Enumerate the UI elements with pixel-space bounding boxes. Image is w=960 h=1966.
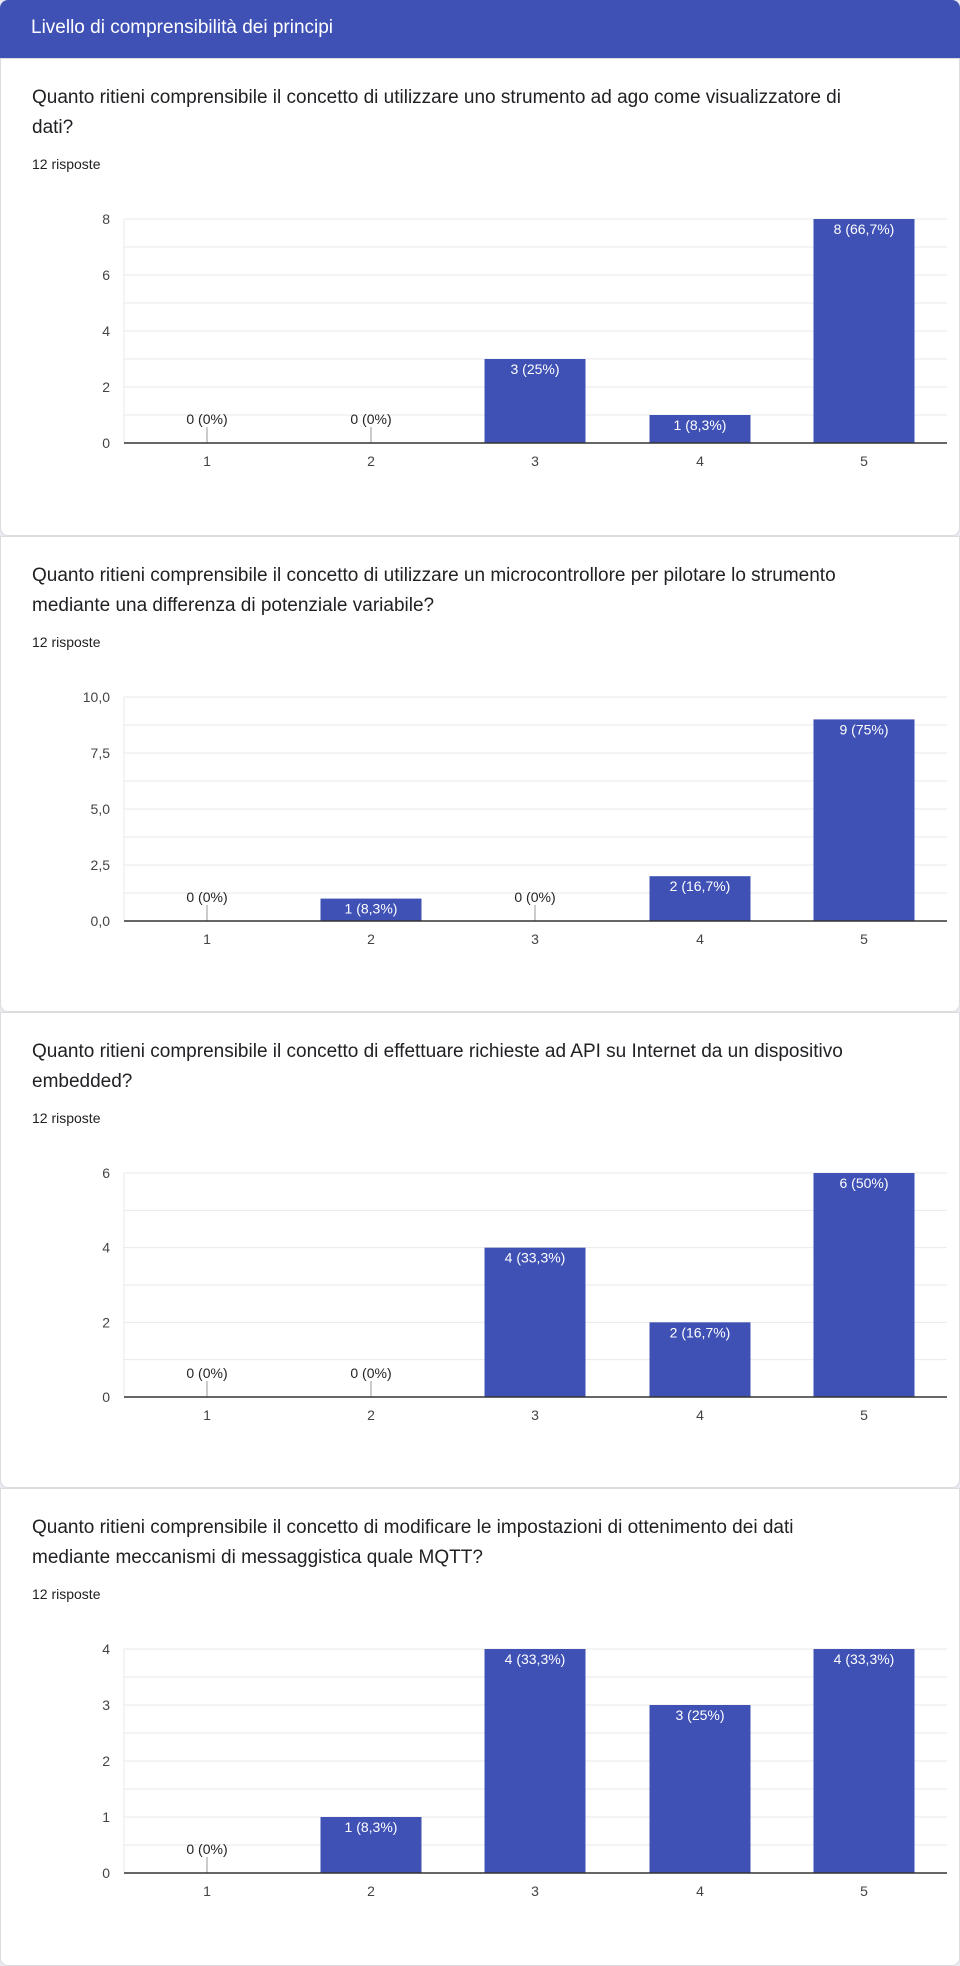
x-tick-label: 4: [696, 931, 704, 947]
x-tick-label: 5: [860, 1407, 868, 1423]
x-tick-label: 1: [203, 453, 211, 469]
response-count: 12 risposte: [32, 1586, 101, 1602]
data-label: 1 (8,3%): [345, 901, 398, 917]
bar[interactable]: [649, 876, 751, 921]
data-label: 0 (0%): [350, 411, 391, 427]
y-tick-label: 0,0: [91, 913, 111, 929]
data-label: 3 (25%): [675, 1707, 724, 1723]
x-tick-label: 2: [367, 931, 375, 947]
x-tick-label: 4: [696, 1883, 704, 1899]
bar-chart: 0 2 4 6 0 (0%) 1 0 (0%) 2 4 (33,3%) 3 2 (16,7%) 4 6 …: [102, 1165, 947, 1423]
response-count: 12 risposte: [32, 156, 101, 172]
data-label: 4 (33,3%): [505, 1651, 566, 1667]
bar[interactable]: [320, 1817, 422, 1873]
x-tick-label: 2: [367, 1883, 375, 1899]
x-tick-label: 4: [696, 1407, 704, 1423]
question-card: Quanto ritieni comprensibile il concetto…: [0, 58, 960, 536]
y-tick-label: 2: [102, 1753, 110, 1769]
data-label: 6 (50%): [839, 1175, 888, 1191]
data-label: 1 (8,3%): [674, 417, 727, 433]
question-card: Quanto ritieni comprensibile il concetto…: [0, 536, 960, 1012]
data-label: 0 (0%): [186, 1841, 227, 1857]
y-tick-label: 4: [102, 1641, 110, 1657]
y-tick-label: 0: [102, 1865, 110, 1881]
x-tick-label: 5: [860, 931, 868, 947]
bar[interactable]: [813, 1173, 915, 1397]
y-tick-label: 4: [102, 323, 110, 339]
question-card: Quanto ritieni comprensibile il concetto…: [0, 1012, 960, 1488]
data-label: 2 (16,7%): [670, 878, 731, 894]
y-tick-label: 6: [102, 267, 110, 283]
bar-chart: 0 2 4 6 8 0 (0%) 1 0 (0%) 2 3 (25%) 3 1 (8,3%) 4 8 (6…: [102, 211, 947, 469]
data-label: 4 (33,3%): [834, 1651, 895, 1667]
y-tick-label: 8: [102, 211, 110, 227]
y-tick-label: 5,0: [91, 801, 111, 817]
bar[interactable]: [484, 1247, 586, 1397]
bar[interactable]: [813, 719, 915, 921]
x-tick-label: 4: [696, 453, 704, 469]
bar[interactable]: [484, 1649, 586, 1873]
x-tick-label: 5: [860, 1883, 868, 1899]
bar[interactable]: [320, 898, 422, 921]
x-tick-label: 3: [531, 453, 539, 469]
y-tick-label: 2: [102, 1314, 110, 1330]
y-tick-label: 4: [102, 1240, 110, 1256]
data-label: 4 (33,3%): [505, 1250, 566, 1266]
bar[interactable]: [649, 415, 751, 443]
y-tick-label: 3: [102, 1697, 110, 1713]
bar-chart: 0,0 2,5 5,0 7,5 10,0 0 (0%) 1 1 (8,3%) 2 0 (0%) 3 2…: [83, 689, 947, 947]
question-title: Quanto ritieni comprensibile il concetto…: [32, 565, 836, 616]
bar[interactable]: [813, 219, 915, 443]
question-card: Quanto ritieni comprensibile il concetto…: [0, 1488, 960, 1966]
section-title: Livello di comprensibilità dei principi: [31, 17, 334, 38]
data-label: 3 (25%): [510, 361, 559, 377]
bar[interactable]: [484, 359, 586, 443]
data-label: 8 (66,7%): [834, 221, 895, 237]
x-tick-label: 1: [203, 931, 211, 947]
response-count: 12 risposte: [32, 1110, 101, 1126]
y-tick-label: 10,0: [83, 689, 110, 705]
data-label: 0 (0%): [514, 889, 555, 905]
bar[interactable]: [649, 1705, 751, 1873]
x-tick-label: 3: [531, 1883, 539, 1899]
data-label: 0 (0%): [186, 889, 227, 905]
x-tick-label: 5: [860, 453, 868, 469]
data-label: 0 (0%): [186, 411, 227, 427]
bar[interactable]: [813, 1649, 915, 1873]
data-label: 0 (0%): [186, 1365, 227, 1381]
question-title: Quanto ritieni comprensibile il concetto…: [32, 87, 841, 138]
question-title: Quanto ritieni comprensibile il concetto…: [32, 1041, 843, 1092]
x-tick-label: 2: [367, 1407, 375, 1423]
y-tick-label: 0: [102, 435, 110, 451]
y-tick-label: 7,5: [91, 745, 111, 761]
x-tick-label: 3: [531, 1407, 539, 1423]
data-label: 1 (8,3%): [345, 1819, 398, 1835]
y-tick-label: 0: [102, 1389, 110, 1405]
x-tick-label: 1: [203, 1407, 211, 1423]
section-header: Livello di comprensibilità dei principi: [0, 0, 960, 58]
data-label: 0 (0%): [350, 1365, 391, 1381]
bar-chart: 0 1 2 3 4 0 (0%) 1 1 (8,3%) 2 4 (33,3%) 3 3 (25%) 4 4…: [102, 1641, 947, 1899]
data-label: 2 (16,7%): [670, 1324, 731, 1340]
y-tick-label: 2: [102, 379, 110, 395]
y-tick-label: 6: [102, 1165, 110, 1181]
x-tick-label: 3: [531, 931, 539, 947]
y-tick-label: 2,5: [91, 857, 111, 873]
y-tick-label: 1: [102, 1809, 110, 1825]
bar[interactable]: [649, 1322, 751, 1397]
question-title: Quanto ritieni comprensibile il concetto…: [32, 1517, 794, 1568]
response-count: 12 risposte: [32, 634, 101, 650]
data-label: 9 (75%): [839, 721, 888, 737]
x-tick-label: 1: [203, 1883, 211, 1899]
x-tick-label: 2: [367, 453, 375, 469]
